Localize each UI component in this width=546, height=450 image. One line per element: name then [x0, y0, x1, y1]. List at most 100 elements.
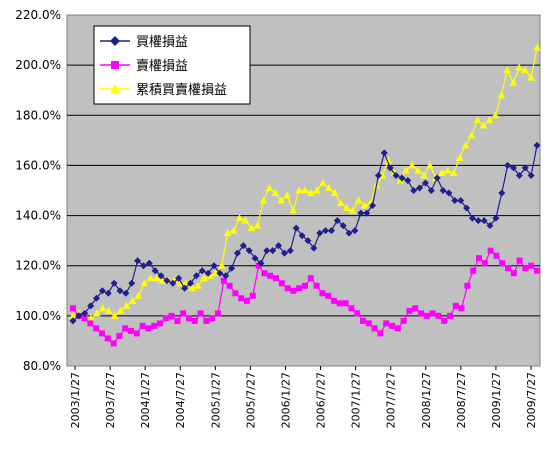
data-point	[110, 279, 118, 287]
data-point	[427, 187, 435, 194]
data-point	[229, 226, 238, 234]
data-point	[232, 290, 239, 297]
data-point	[98, 304, 107, 312]
data-point	[473, 116, 482, 124]
data-point	[435, 312, 442, 319]
data-point	[151, 322, 158, 329]
data-point	[533, 43, 541, 51]
data-point	[92, 294, 100, 302]
data-point	[363, 209, 371, 217]
data-point	[307, 275, 314, 282]
data-point	[239, 242, 247, 250]
series-2	[69, 43, 541, 322]
data-point	[527, 73, 535, 81]
data-point	[220, 277, 227, 284]
data-point	[516, 257, 523, 264]
data-point	[265, 183, 274, 191]
legend-item-cumulative: 累積買賣權損益	[100, 83, 227, 98]
data-point	[421, 179, 429, 187]
data-point	[70, 305, 76, 312]
data-point	[464, 282, 471, 289]
data-point	[104, 335, 111, 342]
data-point	[324, 183, 333, 191]
data-point	[371, 325, 378, 332]
x-tick-label: 2006/1/27	[279, 372, 292, 428]
data-point	[69, 317, 77, 325]
data-point	[433, 174, 441, 182]
data-point	[146, 274, 155, 282]
data-point	[238, 295, 245, 302]
data-point	[342, 300, 349, 307]
data-point	[244, 297, 250, 304]
data-point	[342, 204, 351, 212]
data-point	[319, 178, 327, 186]
data-point	[286, 247, 294, 255]
data-point	[198, 267, 206, 275]
data-point	[357, 209, 365, 217]
data-point	[510, 270, 517, 277]
data-point	[283, 191, 291, 199]
data-point	[443, 166, 452, 174]
data-point	[461, 141, 470, 149]
data-point	[175, 274, 183, 282]
data-point	[128, 327, 134, 334]
data-point	[408, 161, 416, 169]
data-point	[497, 91, 506, 99]
data-point	[128, 296, 137, 304]
data-point	[449, 168, 458, 176]
data-point	[122, 301, 131, 309]
legend-marker-diamond	[110, 36, 120, 46]
y-tick-label: 160.0%	[15, 158, 61, 172]
data-point	[310, 244, 318, 252]
data-point	[122, 325, 129, 332]
data-point	[404, 176, 412, 184]
y-tick-label: 120.0%	[15, 259, 61, 273]
data-point	[441, 317, 448, 324]
data-point	[116, 306, 125, 314]
data-point	[360, 201, 369, 209]
x-tick-label: 2006/7/27	[315, 372, 328, 428]
data-point	[182, 279, 190, 287]
data-point	[104, 289, 112, 297]
x-tick-label: 2003/1/27	[69, 372, 82, 428]
data-point	[253, 221, 262, 229]
data-point	[81, 315, 88, 322]
data-point	[336, 300, 343, 307]
data-point	[418, 310, 424, 317]
data-point	[87, 314, 95, 322]
y-tick-label: 140.0%	[15, 209, 61, 223]
data-point	[186, 279, 194, 287]
data-point	[534, 267, 540, 274]
data-point	[354, 310, 361, 317]
data-point	[110, 340, 117, 347]
data-point	[333, 217, 341, 225]
data-point	[479, 121, 488, 129]
data-point	[406, 307, 413, 314]
data-point	[210, 262, 218, 270]
x-tick-label: 2009/7/27	[525, 372, 538, 428]
data-point	[128, 279, 136, 287]
y-tick-label: 180.0%	[15, 108, 61, 122]
data-point	[92, 309, 101, 317]
data-point	[304, 237, 312, 245]
x-tick-label: 2008/7/27	[455, 372, 468, 428]
data-point	[223, 229, 232, 237]
data-point	[295, 186, 303, 194]
data-point	[313, 282, 320, 289]
data-point	[186, 315, 192, 322]
data-point	[197, 310, 204, 317]
data-point	[515, 63, 523, 71]
data-point	[249, 292, 256, 299]
data-point	[480, 217, 488, 225]
data-point	[505, 265, 511, 272]
data-point	[200, 274, 208, 282]
data-point	[233, 249, 241, 257]
data-point	[278, 280, 285, 287]
data-point	[458, 305, 465, 312]
data-point	[134, 257, 142, 265]
data-point	[339, 222, 347, 230]
data-point	[145, 259, 153, 267]
data-point	[451, 197, 459, 205]
